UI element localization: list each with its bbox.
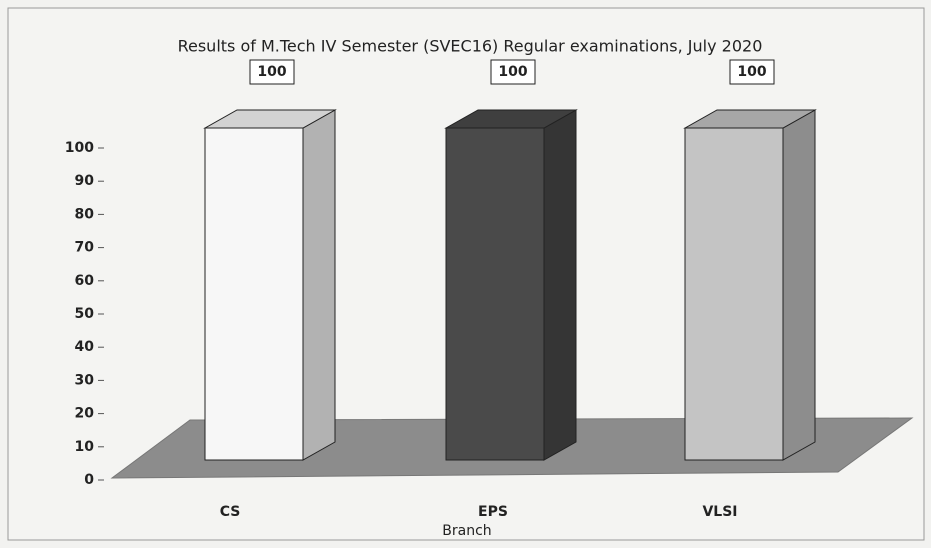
value-label: 100 [498, 64, 527, 80]
y-tick-label: 60 [75, 273, 95, 289]
value-label: 100 [737, 64, 766, 80]
value-label-box [249, 59, 295, 85]
value-label-box [490, 59, 536, 85]
y-tick-label: 80 [75, 206, 95, 222]
bar-side [302, 109, 336, 461]
y-tick-label: 100 [65, 140, 94, 156]
y-tick-label: 50 [75, 306, 95, 322]
bar-side [782, 109, 816, 461]
y-tick-label: 20 [75, 406, 95, 422]
bar [445, 127, 545, 461]
y-tick-label: 70 [75, 240, 95, 256]
x-tick-label: VLSI [702, 504, 737, 520]
y-tick-label: 90 [75, 173, 95, 189]
bar [204, 127, 304, 461]
y-tick-label: 30 [75, 372, 95, 388]
x-axis-label: Branch [442, 523, 491, 539]
x-tick-label: CS [220, 504, 241, 520]
bars [203, 109, 817, 461]
bar [684, 127, 784, 461]
y-tick-label: 0 [84, 472, 94, 488]
y-tick-label: 10 [75, 439, 95, 455]
value-label: 100 [257, 64, 286, 80]
chart-title: Results of M.Tech IV Semester (SVEC16) R… [178, 37, 763, 56]
bar-side [543, 109, 577, 461]
value-label-box [729, 59, 775, 85]
x-tick-label: EPS [478, 504, 508, 520]
y-tick-label: 40 [75, 339, 95, 355]
